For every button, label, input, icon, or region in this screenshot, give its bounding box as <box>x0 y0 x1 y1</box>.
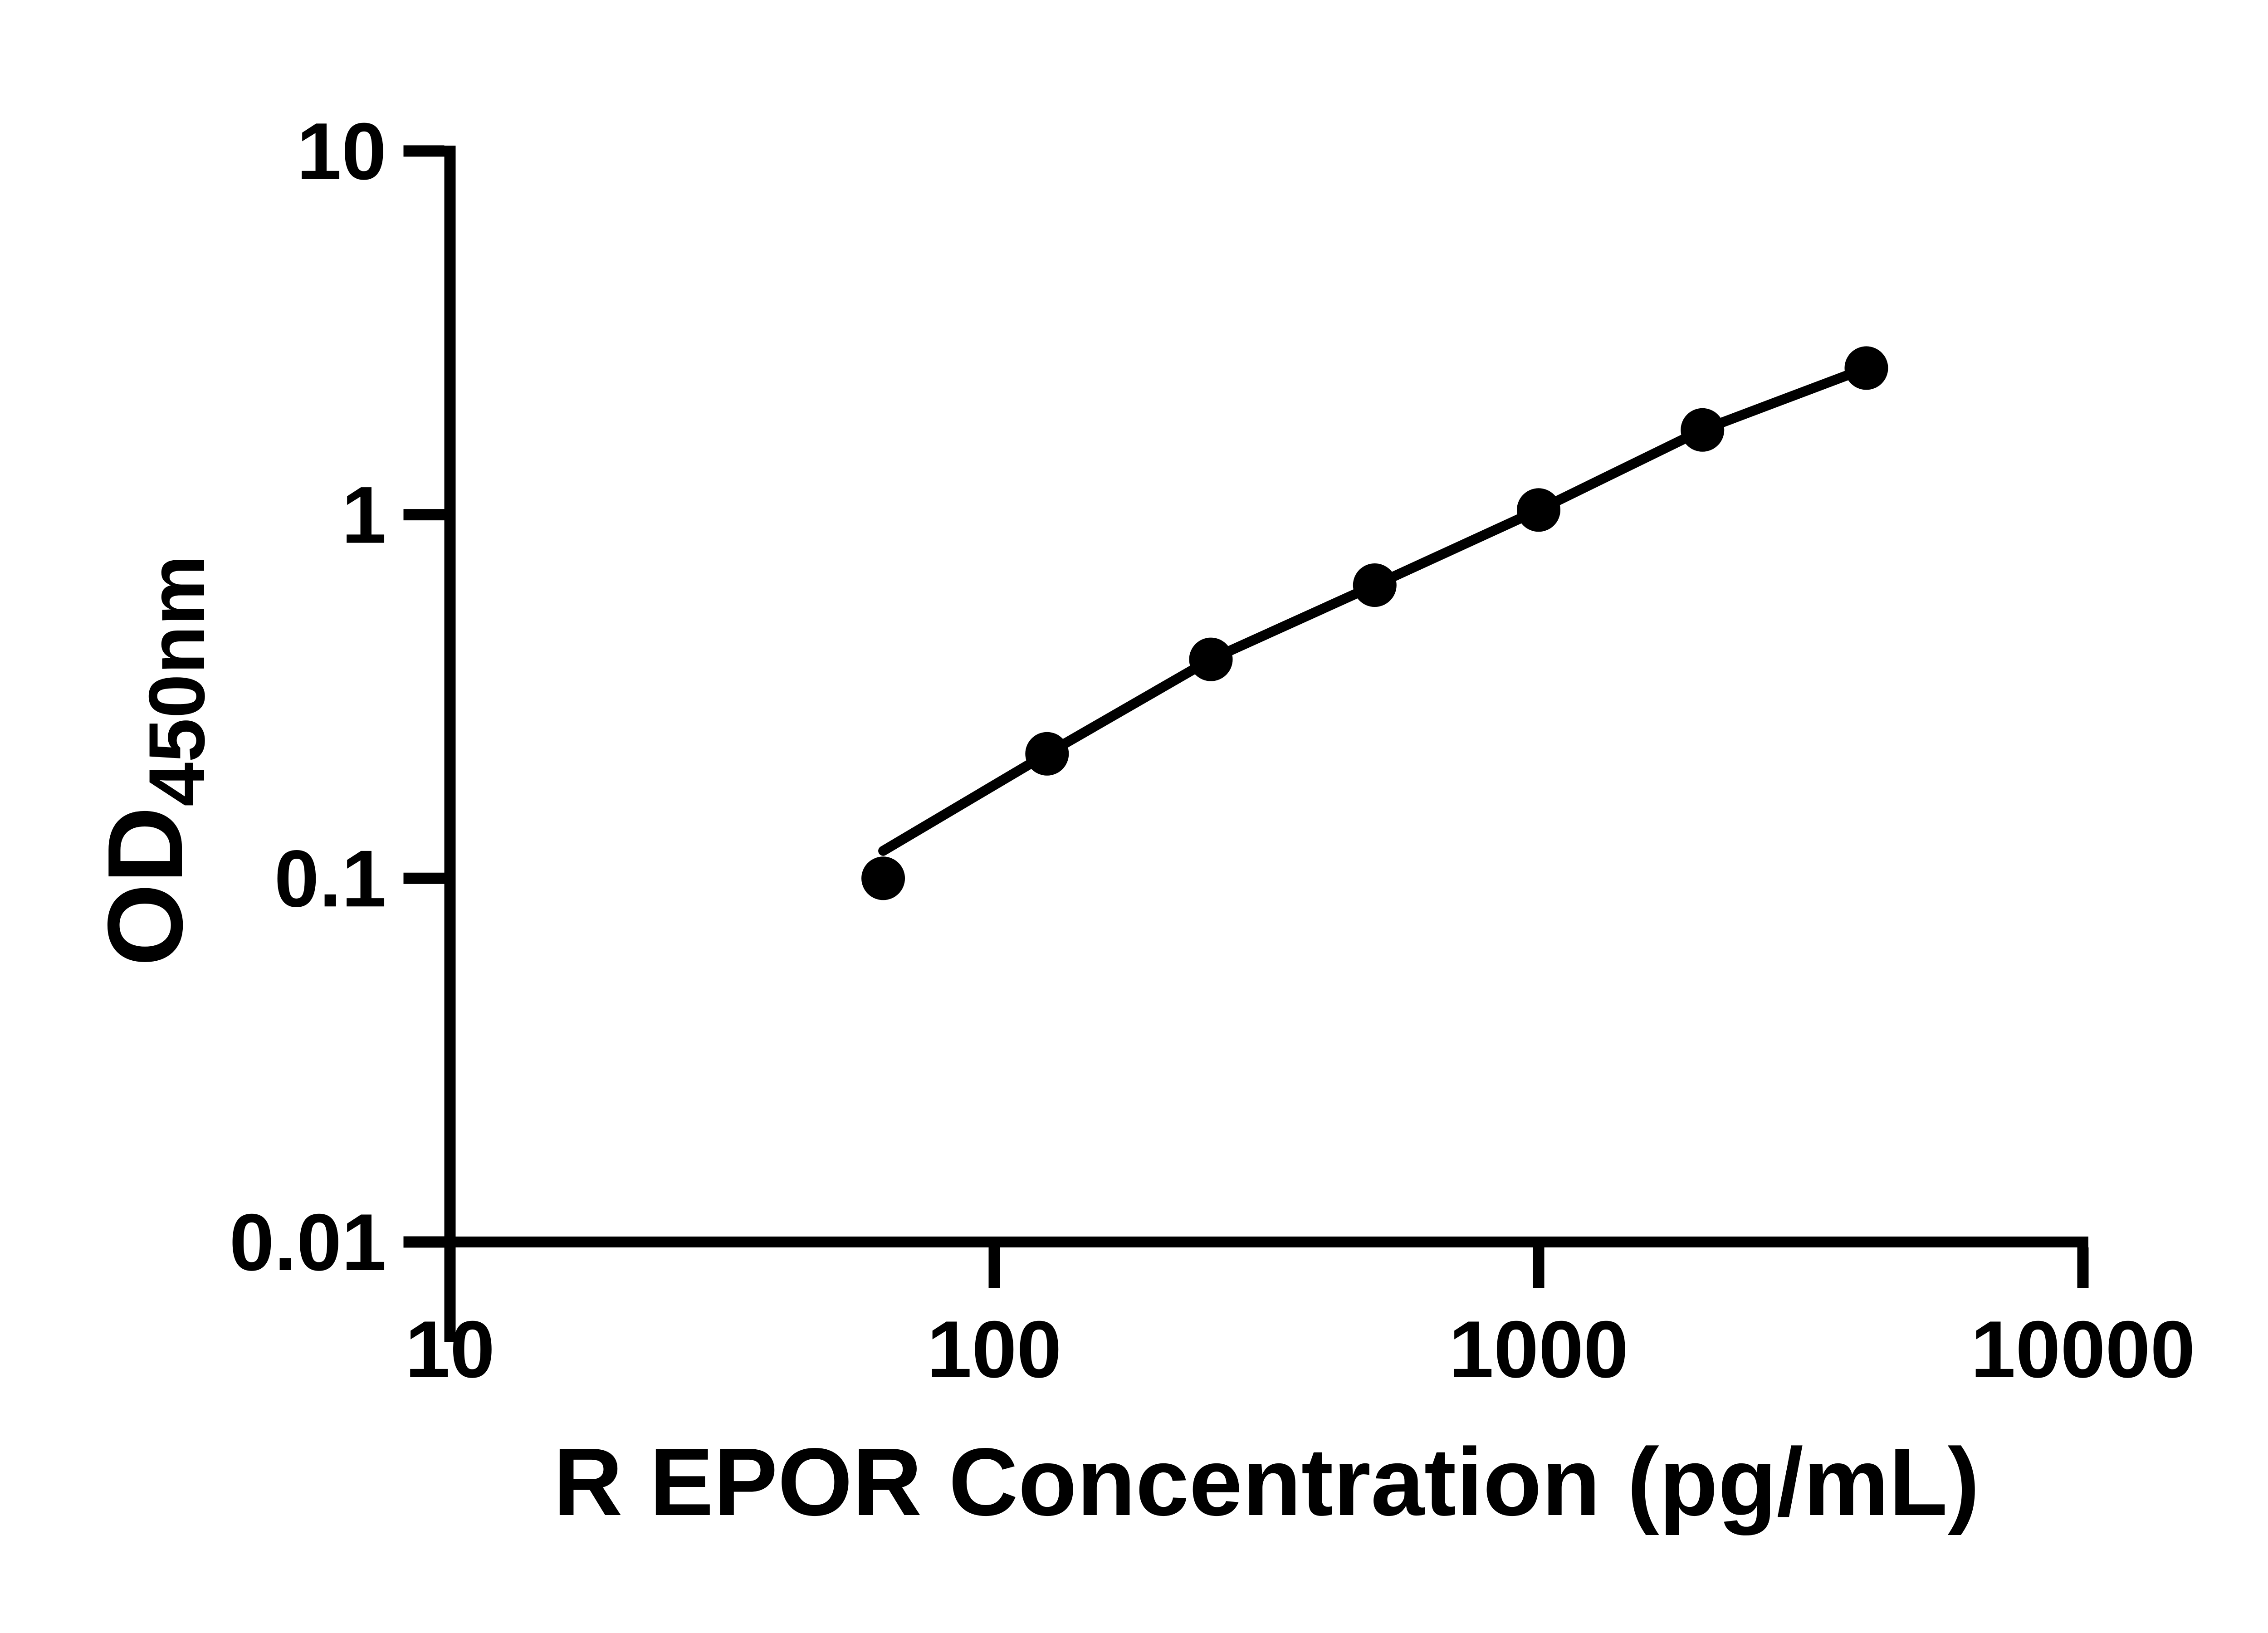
data-point <box>861 856 905 900</box>
y-axis-title-subscript: 450nm <box>133 555 221 807</box>
y-axis-title: OD450nm <box>85 555 221 967</box>
y-tick-label: 10 <box>297 106 386 196</box>
x-tick-label: 1000 <box>1449 1304 1628 1394</box>
data-point <box>1025 732 1069 776</box>
data-point <box>1353 563 1397 607</box>
data-point <box>1517 488 1560 532</box>
data-point <box>1681 408 1725 452</box>
x-tick-label: 100 <box>927 1304 1062 1394</box>
x-tick-label: 10000 <box>1971 1304 2195 1394</box>
data-point <box>1189 637 1233 681</box>
data-point <box>1844 346 1888 390</box>
y-tick-label: 1 <box>342 470 386 560</box>
y-tick-label: 0.01 <box>230 1197 386 1287</box>
y-tick-label: 0.1 <box>274 833 386 924</box>
x-axis-title: R EPOR Concentration (pg/mL) <box>553 1428 1980 1535</box>
y-axis-title-main: OD <box>85 806 205 967</box>
x-tick-label: 10 <box>405 1304 495 1394</box>
